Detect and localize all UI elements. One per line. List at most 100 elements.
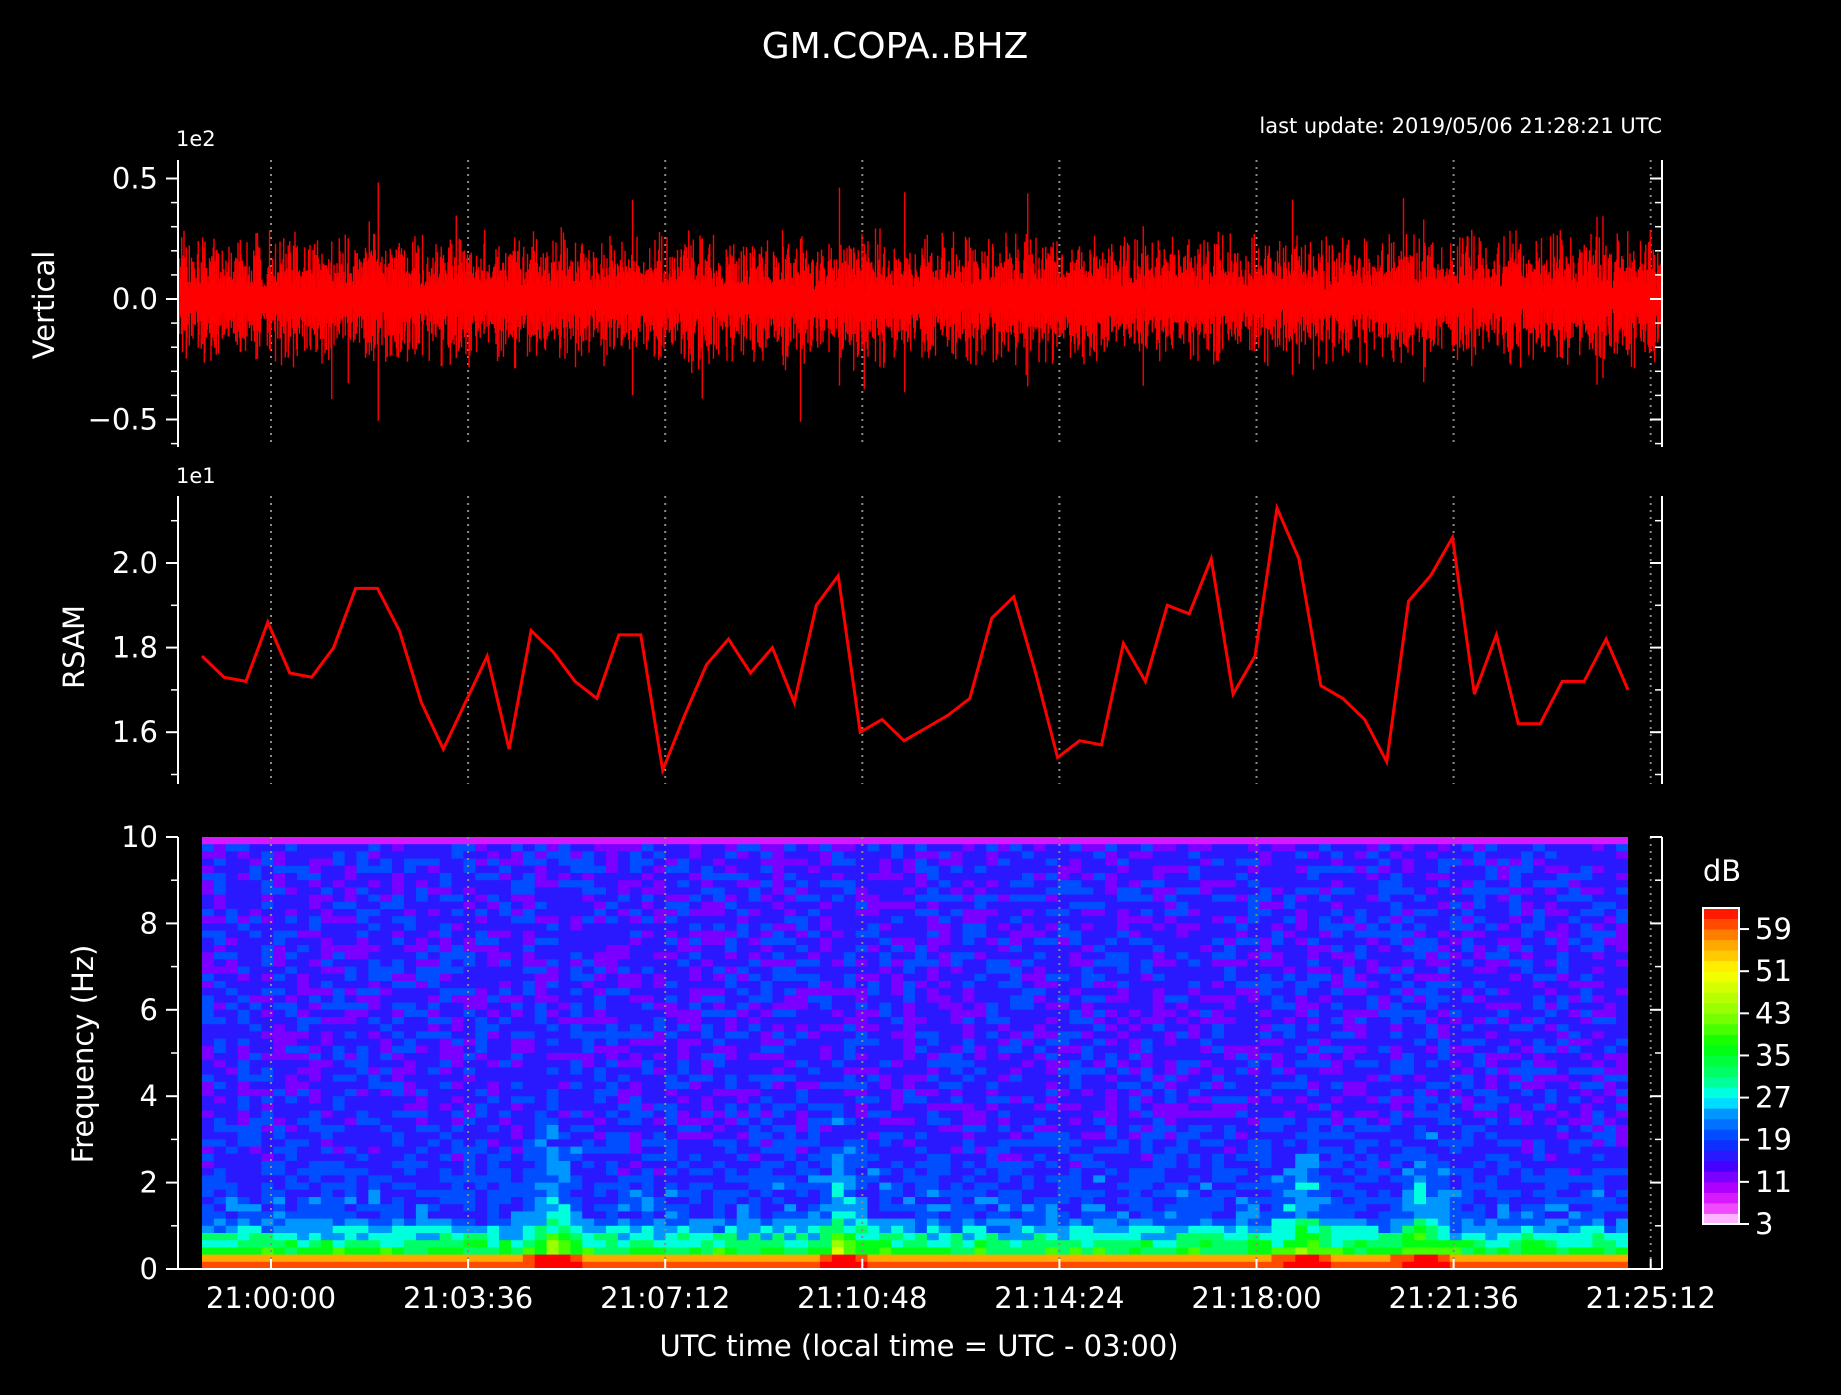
spectrogram-cell xyxy=(558,880,571,888)
spectrogram-cell xyxy=(736,923,750,932)
spectrogram-cell xyxy=(915,966,928,975)
spectrogram-cell xyxy=(510,1117,524,1126)
spectrogram-cell xyxy=(950,916,964,924)
spectrogram-cell xyxy=(653,1225,667,1234)
spectrogram-cell xyxy=(297,1247,310,1256)
spectrogram-cell xyxy=(558,1045,571,1054)
spectrogram-cell xyxy=(1117,909,1130,917)
spectrogram-cell xyxy=(1057,1233,1071,1241)
spectrogram-cell xyxy=(915,988,928,996)
spectrogram-cell xyxy=(1045,945,1059,953)
spectrogram-cell xyxy=(1081,923,1094,932)
spectrogram-cell xyxy=(404,1218,417,1227)
spectrogram-cell xyxy=(451,887,465,896)
spectrogram-cell xyxy=(297,1211,310,1220)
spectrogram-cell xyxy=(510,1110,524,1119)
spectrogram-cell xyxy=(855,1153,869,1162)
spectrogram-cell xyxy=(748,1139,762,1148)
spectrogram-cell xyxy=(475,880,488,888)
spectrogram-cell xyxy=(332,959,346,968)
spectrogram-cell xyxy=(534,1168,548,1176)
spectrogram-cell xyxy=(677,1197,690,1205)
spectrogram-cell xyxy=(962,1175,976,1184)
spectrogram-cell xyxy=(1152,909,1166,917)
spectrogram-cell xyxy=(1045,873,1059,881)
spectrogram-cell xyxy=(558,937,571,946)
spectrogram-cell xyxy=(1033,1182,1047,1191)
spectrogram-cell xyxy=(665,837,678,845)
spectrogram-cell xyxy=(202,901,215,910)
spectrogram-cell xyxy=(499,1024,512,1032)
spectrogram-cell xyxy=(1081,1074,1094,1083)
spectrogram-cell xyxy=(1033,880,1047,888)
spectrogram-cell xyxy=(724,909,738,917)
spectrogram-cell xyxy=(677,1017,690,1025)
spectrogram-cell xyxy=(1021,1110,1035,1119)
spectrogram-cell xyxy=(225,916,239,924)
spectrogram-cell xyxy=(831,1240,845,1248)
spectrogram-cell xyxy=(368,995,381,1004)
spectrogram-cell xyxy=(320,945,334,953)
spectrogram-cell xyxy=(891,1146,904,1155)
spectrogram-cell xyxy=(1140,1096,1154,1104)
spectrogram-cell xyxy=(653,1053,667,1061)
spectrogram-cell xyxy=(915,916,928,924)
spectrogram-cell xyxy=(570,1233,583,1241)
spectrogram-cell xyxy=(1140,916,1154,924)
spectrogram-cell xyxy=(261,1060,274,1068)
spectrogram-cell xyxy=(1105,930,1118,939)
spectrogram-cell xyxy=(1117,1110,1130,1119)
spectrogram-cell xyxy=(308,937,322,946)
spectrogram-cell xyxy=(665,916,678,924)
spectrogram-cell xyxy=(606,1139,619,1148)
spectrogram-cell xyxy=(974,1002,987,1011)
spectrogram-cell xyxy=(368,1067,381,1076)
spectrogram-cell xyxy=(1045,1089,1059,1097)
spectrogram-cell xyxy=(1164,1067,1178,1076)
spectrogram-cell xyxy=(439,1060,453,1068)
spectrogram-cell xyxy=(534,1103,548,1112)
spectrogram-cell xyxy=(249,851,263,860)
spectrogram-cell xyxy=(510,837,524,845)
spectrogram-cell xyxy=(1021,837,1035,845)
spectrogram-cell xyxy=(1152,1074,1166,1083)
spectrogram-cell xyxy=(629,937,643,946)
spectrogram-cell xyxy=(665,1009,678,1018)
spectrogram-cell xyxy=(522,1081,536,1090)
spectrogram-cell xyxy=(487,959,500,968)
spectrogram-cell xyxy=(1021,851,1035,860)
spectrogram-cell xyxy=(392,1045,405,1054)
spectrogram-cell xyxy=(843,988,857,996)
spectrogram-cell xyxy=(1093,909,1106,917)
spectrogram-cell xyxy=(463,1233,476,1241)
spectrogram-cell xyxy=(641,1125,655,1133)
spectrogram-cell xyxy=(760,959,773,968)
spectrogram-cell xyxy=(415,981,429,989)
spectrogram-cell xyxy=(606,1053,619,1061)
spectrogram-cell xyxy=(582,858,595,867)
spectrogram-cell xyxy=(974,1175,987,1184)
spectrogram-cell xyxy=(831,1218,845,1227)
spectrogram-cell xyxy=(439,1175,453,1184)
spectrogram-cell xyxy=(962,981,976,989)
spectrogram-cell xyxy=(867,1240,880,1248)
spectrogram-cell xyxy=(344,1161,358,1169)
spectrogram-cell xyxy=(867,1247,880,1256)
spectrogram-cell xyxy=(463,1053,476,1061)
spectrogram-cell xyxy=(285,1225,298,1234)
spectrogram-cell xyxy=(475,1225,488,1234)
spectrogram-cell xyxy=(308,1254,322,1263)
spectrogram-cell xyxy=(1010,1002,1023,1011)
spectrogram-cell xyxy=(1081,1045,1094,1054)
rsam-ylabel: RSAM xyxy=(57,605,91,689)
spectrogram-cell xyxy=(439,1017,453,1025)
spectrogram-cell xyxy=(760,1024,773,1032)
spectrogram-cell xyxy=(1069,1161,1082,1169)
spectrogram-cell xyxy=(392,851,405,860)
spectrogram-cell xyxy=(594,858,607,867)
spectrogram-cell xyxy=(439,1031,453,1040)
spectrogram-cell xyxy=(606,916,619,924)
spectrogram-cell xyxy=(308,945,322,953)
spectrogram-cell xyxy=(320,1017,334,1025)
